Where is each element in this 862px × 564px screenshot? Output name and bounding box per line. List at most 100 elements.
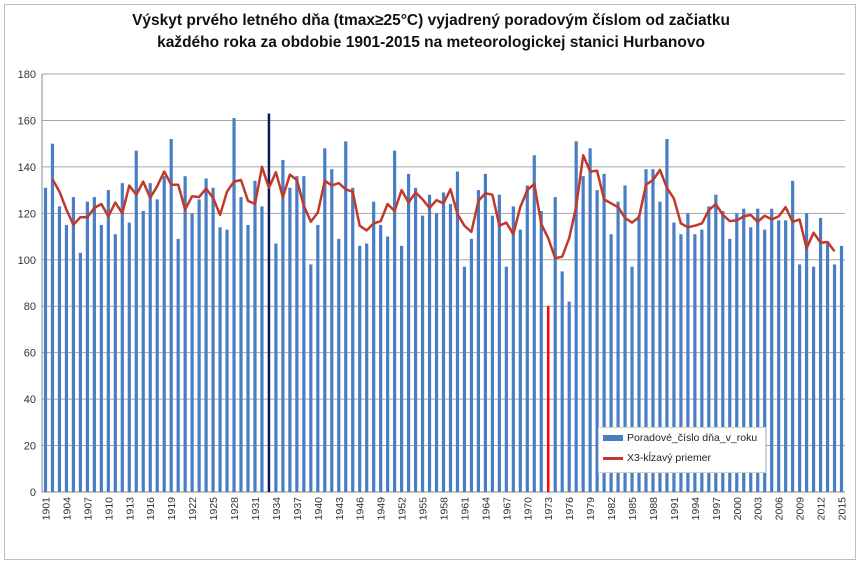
bar-2013 — [825, 243, 830, 492]
bar-1918 — [162, 176, 166, 492]
x-tick-label: 1955 — [418, 497, 430, 521]
bar-1904 — [64, 224, 69, 492]
bar-2000 — [735, 213, 739, 493]
chart-title: Výskyt prvého letného dňa (tmax≥25°C) vy… — [0, 10, 862, 54]
bar-1905 — [71, 197, 76, 493]
x-tick-label: 2006 — [774, 497, 786, 521]
x-tick-label: 1982 — [606, 497, 618, 521]
bar-2010 — [804, 213, 809, 493]
bar-1964 — [483, 173, 487, 492]
bar-1938 — [302, 176, 306, 492]
x-tick-label: 1907 — [82, 497, 94, 521]
bar-1982 — [609, 234, 613, 492]
bar-1916 — [148, 183, 152, 492]
bar-1995 — [700, 229, 704, 493]
bar-1989 — [658, 201, 662, 492]
bar-1944 — [344, 141, 348, 492]
x-tick-label: 1940 — [313, 497, 325, 521]
x-tick-label: 1970 — [522, 497, 534, 521]
bar-1997 — [714, 194, 718, 492]
x-tick-label: 1958 — [439, 497, 451, 521]
bar-1935 — [281, 159, 285, 492]
bar-1933 — [267, 113, 271, 492]
x-tick-label: 1919 — [166, 497, 178, 521]
bar-1926 — [218, 227, 222, 492]
bar-2002 — [749, 227, 753, 492]
bar-1913 — [127, 222, 131, 492]
bar-1950 — [386, 236, 390, 492]
bar-1910 — [106, 190, 110, 492]
bar-1990 — [665, 139, 669, 492]
bar-1901 — [43, 187, 48, 493]
legend-item-line: X3-kĺzavý priemer — [599, 448, 765, 468]
bar-1983 — [616, 201, 620, 492]
x-tick-label: 1991 — [669, 497, 681, 521]
bar-1993 — [686, 213, 690, 493]
x-tick-label: 1964 — [480, 497, 492, 521]
bar-1994 — [693, 234, 697, 492]
bar-1943 — [337, 238, 341, 492]
x-tick-label: 2000 — [732, 497, 744, 521]
y-tick-label: 180 — [18, 69, 36, 81]
bar-1942 — [330, 169, 334, 492]
bar-2007 — [784, 220, 788, 493]
bar-1970 — [525, 185, 529, 492]
y-tick-label: 80 — [24, 301, 36, 313]
bar-1927 — [225, 229, 229, 493]
bar-1939 — [309, 264, 313, 492]
bar-1946 — [358, 245, 362, 492]
bar-2011 — [811, 266, 816, 492]
x-tick-label: 1952 — [397, 497, 409, 521]
bar-2004 — [763, 229, 767, 493]
y-tick-label: 120 — [18, 208, 36, 220]
bar-2006 — [777, 220, 781, 493]
legend: Poradové_číslo dňa_v_roku X3-kĺzavý prie… — [598, 427, 766, 473]
bar-1929 — [239, 197, 243, 493]
bar-1915 — [141, 211, 145, 492]
bar-1949 — [379, 224, 383, 492]
bar-1902 — [50, 143, 55, 492]
x-tick-label: 1925 — [208, 497, 220, 521]
x-tick-label: 1916 — [145, 497, 157, 521]
bar-1979 — [588, 148, 592, 493]
bar-1978 — [581, 176, 585, 492]
bar-1907 — [85, 201, 89, 492]
bar-1941 — [323, 148, 327, 493]
bar-2012 — [818, 217, 823, 492]
bar-1930 — [246, 224, 250, 492]
x-tick-label: 1997 — [711, 497, 723, 521]
bar-2008 — [791, 180, 795, 493]
bar-1984 — [623, 185, 627, 492]
title-line-1: Výskyt prvého letného dňa (tmax≥25°C) vy… — [132, 12, 730, 29]
bar-2003 — [756, 208, 760, 492]
bar-1968 — [511, 206, 515, 492]
bar-1975 — [560, 271, 564, 492]
bar-1940 — [316, 224, 320, 492]
x-tick-label: 2003 — [753, 497, 765, 521]
x-tick-label: 1988 — [648, 497, 660, 521]
x-tick-label: 2012 — [816, 497, 828, 521]
bar-1977 — [574, 141, 578, 492]
y-tick-label: 20 — [24, 441, 36, 453]
bar-1991 — [672, 222, 676, 492]
x-tick-label: 1901 — [40, 497, 52, 521]
y-tick-label: 60 — [24, 348, 36, 360]
x-tick-label: 1985 — [627, 497, 639, 521]
legend-swatch-line — [603, 456, 623, 460]
y-tick-label: 160 — [18, 115, 36, 127]
bar-1960 — [455, 171, 460, 493]
legend-label-bars: Poradové_číslo dňa_v_roku — [627, 432, 758, 444]
x-tick-label: 1934 — [271, 497, 283, 521]
bar-1948 — [372, 201, 376, 492]
x-tick-label: 1913 — [124, 497, 136, 521]
bar-1954 — [413, 187, 418, 493]
x-tick-label: 1946 — [355, 497, 367, 521]
x-tick-label: 1931 — [250, 497, 262, 521]
bar-1925 — [211, 187, 215, 493]
x-tick-label: 1949 — [376, 497, 388, 521]
bar-1976 — [567, 301, 571, 492]
x-tick-label: 1961 — [459, 497, 471, 521]
bar-1928 — [232, 118, 236, 492]
title-line-2: každého roka za obdobie 1901-2015 na met… — [157, 34, 705, 51]
